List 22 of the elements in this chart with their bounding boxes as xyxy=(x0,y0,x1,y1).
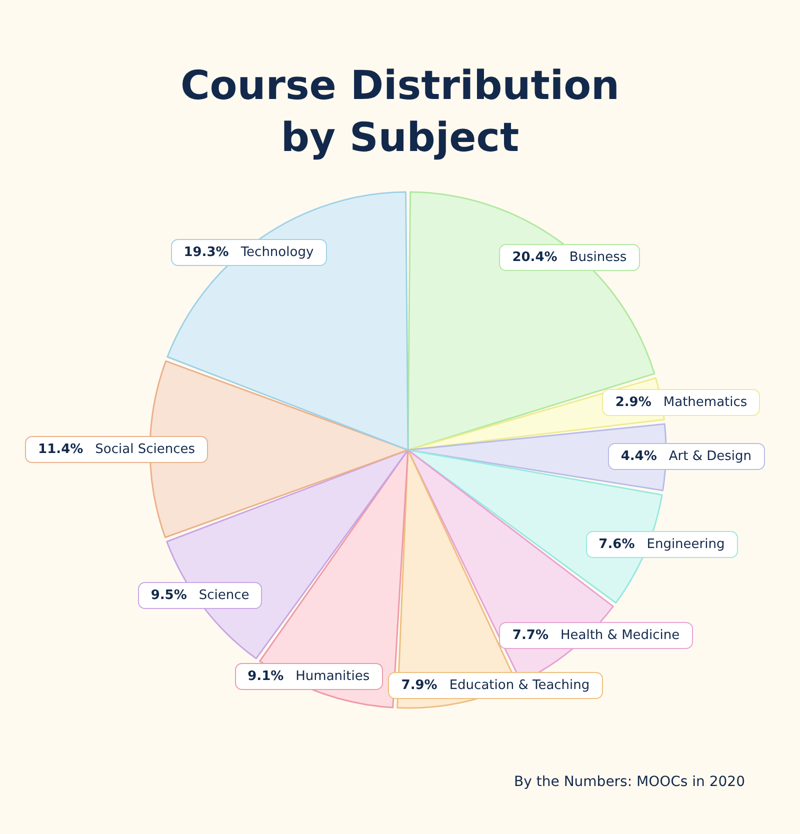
slice-label: Humanities xyxy=(296,669,370,684)
slice-label: Art & Design xyxy=(668,449,752,464)
data-label: 7.7% xyxy=(512,628,548,644)
slice-label: Business xyxy=(569,250,627,265)
slice-label: Mathematics xyxy=(663,394,748,410)
data-label: 20.4% xyxy=(512,250,558,265)
data-label: 7.6% xyxy=(598,536,635,552)
slice-label: Education & Teaching xyxy=(449,678,590,693)
data-label: 2.9% xyxy=(615,394,652,410)
text: By the Numbers: MOOCs in 2020 xyxy=(514,774,746,790)
chart-title: Course Distribution by Subject xyxy=(180,63,620,161)
data-label: 11.4% xyxy=(38,442,84,457)
slice-label: Social Sciences xyxy=(95,442,195,457)
data-label: 9.5% xyxy=(150,588,187,604)
slice-label: Health & Medicine xyxy=(560,628,680,644)
data-label: 9.1% xyxy=(248,669,284,684)
data-label: 19.3% xyxy=(184,245,229,260)
data-label: 4.4% xyxy=(620,449,657,464)
data-label: 7.9% xyxy=(401,678,438,693)
slice-label: Engineering xyxy=(646,536,725,552)
slice-label: Technology xyxy=(240,245,314,260)
slice-label: Science xyxy=(198,588,250,604)
